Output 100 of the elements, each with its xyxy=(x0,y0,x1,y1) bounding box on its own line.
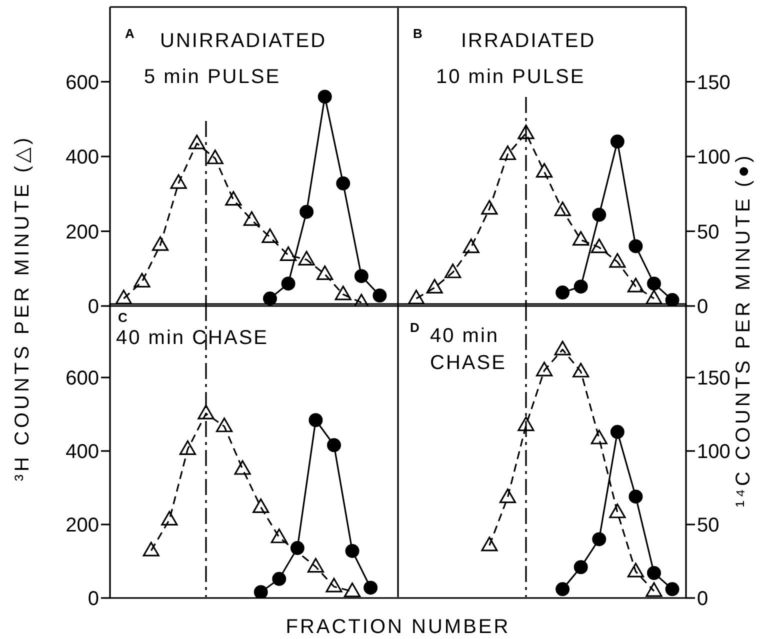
annotation: A xyxy=(125,26,134,41)
annotation: D xyxy=(410,320,420,335)
point xyxy=(574,560,588,574)
point xyxy=(665,582,680,596)
point xyxy=(225,191,242,206)
point xyxy=(280,246,297,261)
point xyxy=(326,578,342,592)
point xyxy=(170,174,187,189)
point xyxy=(334,286,352,300)
point xyxy=(234,460,251,475)
y-tick-label: 600 xyxy=(66,368,99,390)
point xyxy=(354,269,368,284)
annotation: B xyxy=(413,26,422,41)
point xyxy=(444,264,462,278)
point xyxy=(592,208,606,222)
point xyxy=(188,134,206,150)
annotation: 40 min CHASE xyxy=(430,324,508,376)
y-tick-label: 400 xyxy=(66,441,99,464)
point xyxy=(590,430,608,444)
point xyxy=(270,528,288,544)
y-tick-label: 0 xyxy=(88,296,99,318)
y2-tick-label: 100 xyxy=(697,146,730,169)
point xyxy=(572,362,590,378)
point xyxy=(592,532,606,546)
point xyxy=(307,558,324,573)
y-tick-label: 600 xyxy=(66,72,99,94)
point xyxy=(499,488,516,504)
point xyxy=(609,253,626,268)
point xyxy=(408,290,425,304)
point xyxy=(627,278,644,292)
y-tick-label: 400 xyxy=(66,146,99,169)
point xyxy=(298,250,315,266)
point xyxy=(518,416,534,432)
point xyxy=(243,211,260,226)
point xyxy=(462,238,480,254)
point xyxy=(300,204,314,219)
point xyxy=(628,490,643,504)
point xyxy=(179,440,196,455)
point xyxy=(262,228,278,244)
point xyxy=(554,202,571,216)
annotation: 5 min PULSE xyxy=(144,66,281,89)
point xyxy=(316,265,334,280)
point xyxy=(327,438,341,452)
y-tick-label: 200 xyxy=(66,514,99,537)
y2-tick-label: 50 xyxy=(697,221,720,244)
point xyxy=(554,340,571,356)
annotation: C xyxy=(118,310,128,325)
point xyxy=(426,278,443,294)
point xyxy=(572,231,590,246)
annotation: UNIRRADIATED xyxy=(160,30,327,53)
point xyxy=(152,236,169,251)
point xyxy=(499,145,516,160)
y-tick-label: 0 xyxy=(88,588,99,610)
point xyxy=(610,134,624,149)
point xyxy=(263,292,277,306)
point xyxy=(574,280,588,294)
y2-tick-label: 150 xyxy=(697,72,730,94)
y2-tick-label: 150 xyxy=(697,368,730,390)
point xyxy=(364,580,378,595)
point xyxy=(290,541,304,556)
point xyxy=(610,424,624,439)
x-axis-title: FRACTION NUMBER xyxy=(286,616,510,639)
point xyxy=(481,536,498,552)
point xyxy=(609,504,626,518)
point xyxy=(628,239,643,254)
point xyxy=(318,90,332,104)
y2-tick-label: 0 xyxy=(697,296,708,318)
annotation: 10 min PULSE xyxy=(436,66,586,89)
y2-tick-label: 100 xyxy=(697,441,730,464)
point xyxy=(481,200,498,215)
point xyxy=(254,585,268,598)
point xyxy=(518,124,534,140)
point xyxy=(336,176,350,190)
point xyxy=(647,276,661,291)
point xyxy=(556,286,570,300)
y2-tick-label: 50 xyxy=(697,514,720,537)
point xyxy=(161,510,178,526)
y-tick-label: 200 xyxy=(66,221,99,244)
point xyxy=(647,566,661,580)
point xyxy=(646,290,662,304)
point xyxy=(281,276,296,291)
y2-tick-label: 0 xyxy=(697,588,708,610)
y2-axis-title: ¹⁴C COUNTS PER MINUTE (●) xyxy=(732,152,756,508)
point xyxy=(372,288,387,303)
point xyxy=(536,163,553,178)
point xyxy=(134,272,150,288)
point xyxy=(272,572,286,586)
point xyxy=(206,150,224,164)
y-axis-title: ³H COUNTS PER MINUTE (△) xyxy=(10,134,34,482)
point xyxy=(590,238,608,254)
point xyxy=(627,562,644,578)
annotation: IRRADIATED xyxy=(461,30,596,53)
point xyxy=(556,582,570,596)
point xyxy=(536,362,553,376)
point xyxy=(216,418,233,432)
point xyxy=(252,498,270,514)
point xyxy=(308,413,323,428)
point xyxy=(198,404,214,420)
point xyxy=(344,582,361,598)
point xyxy=(646,582,662,597)
